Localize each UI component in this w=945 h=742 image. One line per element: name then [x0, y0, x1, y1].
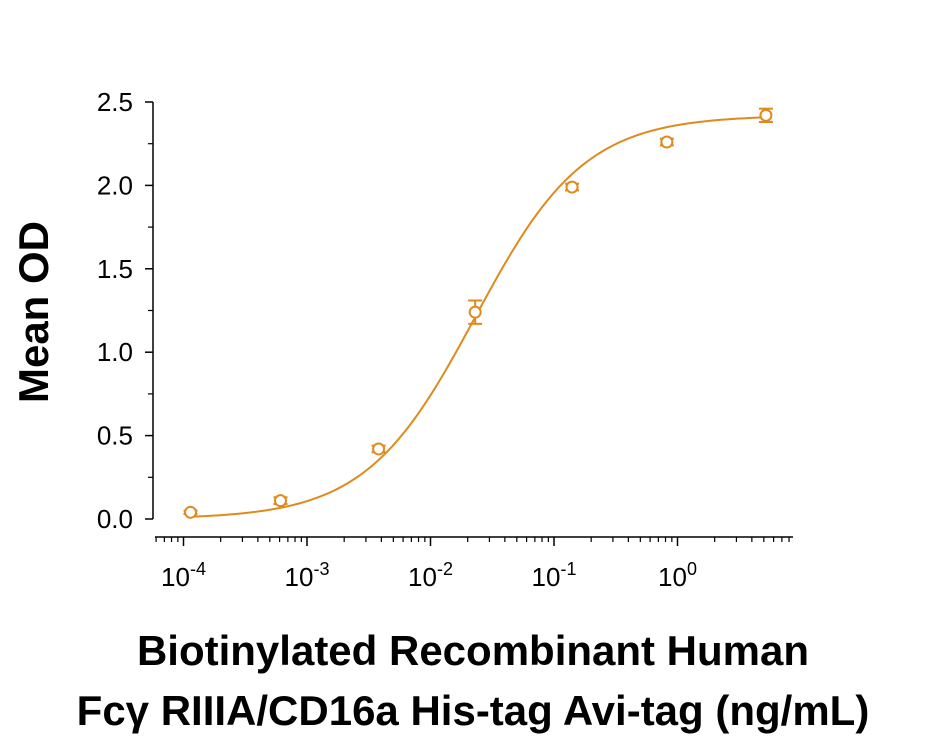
x-axis-title-line2: Fcγ RIIIA/CD16a His-tag Avi-tag (ng/mL): [77, 687, 870, 734]
y-tick-label: 0.0: [97, 504, 133, 534]
y-axis-title: Mean OD: [10, 221, 57, 403]
x-axis-title-line1: Biotinylated Recombinant Human: [137, 627, 809, 674]
x-tick-label: 10-1: [532, 559, 577, 592]
y-tick-label: 1.5: [97, 254, 133, 284]
x-tick-label: 10-2: [408, 559, 453, 592]
data-marker: [660, 135, 674, 149]
data-marker: [468, 305, 482, 319]
x-axis: 10-4 10-3 10-2 10-1 100: [155, 536, 793, 592]
y-tick-label: 2.0: [97, 170, 133, 200]
y-axis: 0.0 0.5 1.0 1.5 2.0 2.5: [97, 87, 154, 534]
y-tick-label: 2.5: [97, 87, 133, 117]
y-tick-label: 0.5: [97, 421, 133, 451]
x-tick-label: 10-4: [161, 559, 206, 592]
data-point: [659, 135, 674, 149]
data-point: [371, 442, 386, 456]
data-marker: [565, 180, 579, 194]
x-tick-label: 10-3: [285, 559, 330, 592]
y-tick-label: 1.0: [97, 337, 133, 367]
data-point: [183, 505, 198, 519]
data-point: [565, 180, 580, 194]
data-point: [273, 494, 288, 508]
data-points-layer: [183, 107, 773, 519]
data-marker: [759, 108, 773, 122]
data-marker: [372, 442, 386, 456]
x-tick-label: 100: [658, 559, 697, 592]
data-marker: [273, 494, 287, 508]
data-point: [758, 107, 773, 124]
data-point: [468, 299, 483, 325]
data-marker: [184, 505, 198, 519]
